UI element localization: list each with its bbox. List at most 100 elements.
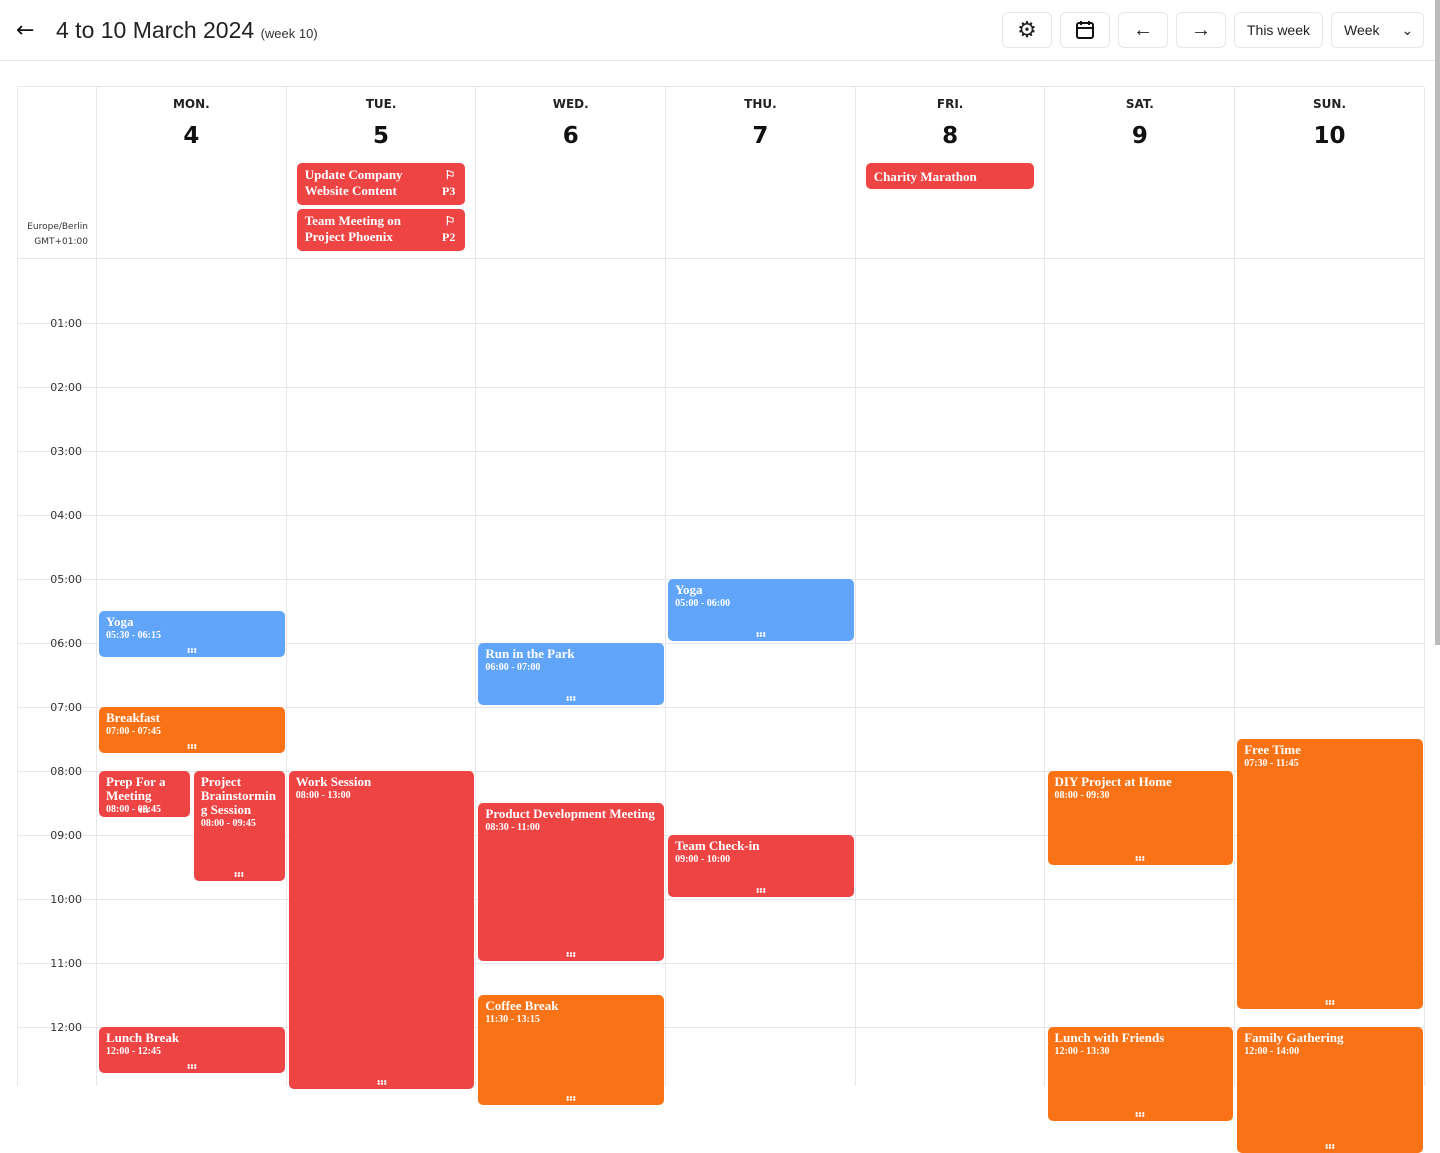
hour-label: 03:00 <box>50 445 82 458</box>
view-select[interactable]: Week ⌄ <box>1331 12 1424 48</box>
event[interactable]: Lunch Break 12:00 - 12:45 <box>99 1027 285 1073</box>
event[interactable]: Family Gathering 12:00 - 14:00 <box>1237 1027 1423 1153</box>
hour-label: 06:00 <box>50 637 82 650</box>
resize-handle-icon[interactable] <box>186 1064 197 1069</box>
event-time: 07:30 - 11:45 <box>1244 758 1299 769</box>
all-day-event[interactable]: Update Company Website Content ⚐ P3 <box>296 163 466 205</box>
hour-line <box>18 323 1424 324</box>
hour-line <box>18 387 1424 388</box>
event-title: Coffee Break <box>485 998 559 1013</box>
back-arrow-icon[interactable]: ← <box>16 18 35 43</box>
previous-week-button[interactable]: ← <box>1118 12 1168 48</box>
event[interactable]: Prep For a Meeting 08:00 - 08:45 <box>99 771 190 817</box>
event-title: Work Session <box>295 774 372 789</box>
hour-label: 07:00 <box>50 701 82 714</box>
priority-label: P2 <box>442 230 456 244</box>
day-column[interactable]: MON. 4 <box>97 87 287 1086</box>
event-time: 08:00 - 09:45 <box>200 818 256 829</box>
day-number[interactable]: 10 <box>1313 123 1346 149</box>
timezone-offset: GMT+01:00 <box>34 237 88 247</box>
day-number[interactable]: 4 <box>183 123 200 149</box>
day-column[interactable]: SAT. 9 <box>1046 87 1236 1086</box>
week-grid: Europe/Berlin GMT+01:00 MON. 4 TUE. 5 WED. 6 TH… <box>17 86 1425 1153</box>
next-week-button[interactable]: → <box>1176 12 1226 48</box>
resize-handle-icon[interactable] <box>139 808 150 813</box>
hour-line <box>18 771 1424 772</box>
hour-line <box>18 643 1424 644</box>
day-column[interactable]: WED. 6 <box>476 87 667 1086</box>
resize-handle-icon[interactable] <box>1135 856 1146 861</box>
time-gutter: Europe/Berlin GMT+01:00 <box>18 87 97 1086</box>
event-title: Free Time <box>1244 742 1301 757</box>
event-title: Update Company Website Content <box>304 167 403 198</box>
resize-handle-icon[interactable] <box>186 744 197 749</box>
day-name: SAT. <box>1125 97 1154 111</box>
day-number[interactable]: 5 <box>373 123 390 149</box>
hour-label: 01:00 <box>50 317 82 330</box>
day-number[interactable]: 6 <box>562 123 579 149</box>
all-day-divider <box>18 258 1424 259</box>
event[interactable]: Yoga 05:00 - 06:00 <box>668 579 854 641</box>
event-title: Product Development Meeting <box>485 806 655 821</box>
scrollbar[interactable] <box>1435 0 1440 645</box>
event[interactable]: Breakfast 07:00 - 07:45 <box>99 707 285 753</box>
resize-handle-icon[interactable] <box>186 648 197 653</box>
day-column[interactable]: THU. 7 <box>666 87 856 1086</box>
day-number[interactable]: 8 <box>942 123 959 149</box>
day-column[interactable]: FRI. 8 <box>856 87 1046 1086</box>
resize-handle-icon[interactable] <box>566 696 577 701</box>
date-picker-button[interactable] <box>1060 12 1110 48</box>
hour-line <box>18 1027 1424 1028</box>
event[interactable]: Team Check-in 09:00 - 10:00 <box>668 835 854 897</box>
event-title: Family Gathering <box>1244 1030 1344 1045</box>
arrow-left-icon: ← <box>1133 18 1153 41</box>
priority: ⚐ P3 <box>442 167 455 199</box>
event[interactable]: Work Session 08:00 - 13:00 <box>288 771 475 1089</box>
all-day-event[interactable]: Team Meeting on Project Phoenix ⚐ P2 <box>296 209 466 251</box>
hour-label: 11:00 <box>50 957 82 970</box>
view-select-value: Week <box>1344 22 1380 38</box>
resize-handle-icon[interactable] <box>755 632 766 637</box>
page-title-text: 4 to 10 March 2024 <box>56 17 255 43</box>
timezone-name: Europe/Berlin <box>27 222 88 232</box>
event[interactable]: Free Time 07:30 - 11:45 <box>1237 739 1423 1009</box>
event[interactable]: Project Brainstorming Session 08:00 - 09:… <box>193 771 285 881</box>
hour-label: 04:00 <box>50 509 82 522</box>
hour-label: 08:00 <box>50 765 82 778</box>
day-column[interactable]: TUE. 5 <box>287 87 477 1086</box>
hour-line <box>18 515 1424 516</box>
resize-handle-icon[interactable] <box>1325 1144 1336 1149</box>
event[interactable]: Lunch with Friends 12:00 - 13:30 <box>1047 1027 1234 1121</box>
day-number[interactable]: 7 <box>752 123 769 149</box>
event[interactable]: Yoga 05:30 - 06:15 <box>99 611 285 657</box>
day-number[interactable]: 9 <box>1131 123 1148 149</box>
arrow-right-icon: → <box>1191 18 1211 41</box>
event-title: Yoga <box>106 614 134 629</box>
resize-handle-icon[interactable] <box>1135 1112 1146 1117</box>
resize-handle-icon[interactable] <box>755 888 766 893</box>
event-time: 08:00 - 09:30 <box>1054 790 1110 801</box>
flag-icon: ⚐ <box>444 168 456 182</box>
resize-handle-icon[interactable] <box>234 872 245 877</box>
page-title: 4 to 10 March 2024 (week 10) <box>56 17 318 44</box>
week-number: (week 10) <box>260 26 318 41</box>
hour-line <box>18 451 1424 452</box>
event[interactable]: DIY Project at Home 08:00 - 09:30 <box>1047 771 1234 865</box>
priority-label: P3 <box>442 184 456 198</box>
all-day-event[interactable]: Charity Marathon <box>865 163 1035 189</box>
event[interactable]: Coffee Break 11:30 - 13:15 <box>478 995 665 1105</box>
event[interactable]: Product Development Meeting 08:30 - 11:00 <box>478 803 665 961</box>
event-time: 05:00 - 06:00 <box>675 598 731 609</box>
resize-handle-icon[interactable] <box>566 1096 577 1101</box>
hour-line <box>18 899 1424 900</box>
day-column[interactable]: SUN. 10 <box>1235 87 1425 1086</box>
hour-label: 05:00 <box>50 573 82 586</box>
this-week-button[interactable]: This week <box>1234 12 1323 48</box>
resize-handle-icon[interactable] <box>376 1080 387 1085</box>
resize-handle-icon[interactable] <box>566 952 577 957</box>
resize-handle-icon[interactable] <box>1325 1000 1336 1005</box>
settings-button[interactable]: ⚙ <box>1002 12 1052 48</box>
event[interactable]: Run in the Park 06:00 - 07:00 <box>478 643 665 705</box>
hour-line <box>18 963 1424 964</box>
event-title: Lunch with Friends <box>1054 1030 1165 1045</box>
